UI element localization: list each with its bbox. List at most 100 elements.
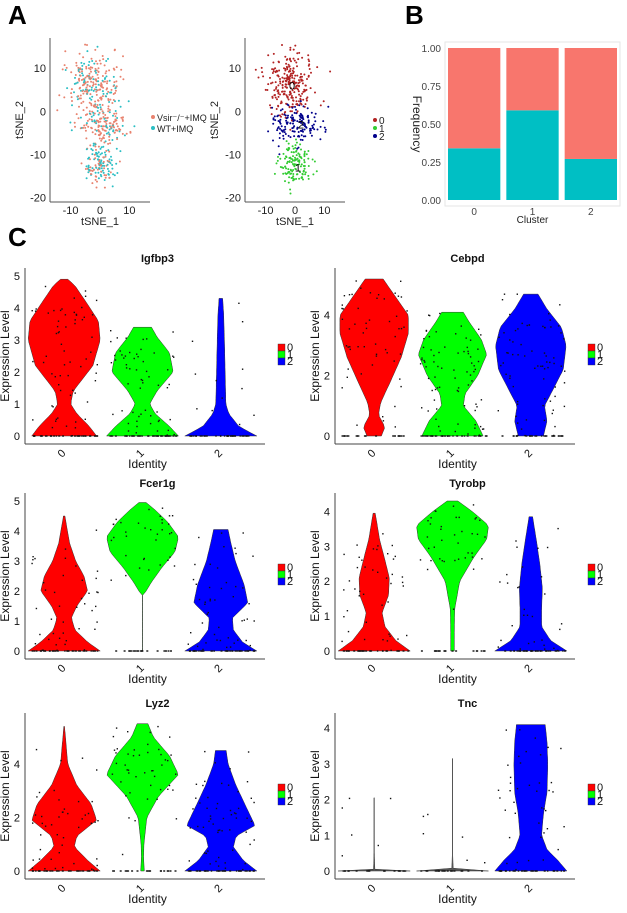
jitter-point bbox=[543, 435, 546, 437]
jitter-point bbox=[546, 546, 549, 549]
jitter-point bbox=[469, 356, 472, 358]
data-point bbox=[109, 122, 112, 125]
jitter-point bbox=[467, 350, 469, 353]
legend-swatch bbox=[587, 783, 596, 792]
data-point bbox=[107, 173, 110, 175]
jitter-point bbox=[365, 650, 368, 652]
jitter-point bbox=[525, 435, 528, 437]
data-point bbox=[85, 122, 88, 125]
y-tick-label: 1 bbox=[14, 616, 20, 628]
jitter-point bbox=[227, 784, 230, 786]
jitter-point bbox=[112, 735, 115, 738]
jitter-point bbox=[454, 430, 456, 433]
jitter-point bbox=[513, 801, 515, 803]
data-point bbox=[101, 90, 104, 93]
jitter-point bbox=[549, 650, 552, 652]
jitter-point bbox=[160, 435, 162, 437]
data-point bbox=[271, 72, 274, 74]
data-point bbox=[272, 61, 275, 64]
jitter-point bbox=[456, 435, 459, 437]
data-point bbox=[98, 167, 101, 170]
jitter-point bbox=[545, 355, 547, 357]
jitter-point bbox=[505, 729, 507, 731]
data-point bbox=[278, 61, 280, 64]
jitter-point bbox=[215, 807, 218, 810]
jitter-point bbox=[170, 754, 172, 756]
jitter-point bbox=[516, 787, 519, 790]
jitter-point bbox=[538, 782, 541, 784]
data-point bbox=[82, 126, 85, 129]
jitter-point bbox=[39, 848, 42, 851]
jitter-point bbox=[60, 343, 63, 345]
data-point bbox=[301, 79, 304, 82]
data-point bbox=[85, 65, 88, 68]
data-point bbox=[107, 142, 110, 145]
jitter-point bbox=[215, 435, 217, 437]
jitter-point bbox=[201, 650, 204, 652]
data-point bbox=[299, 112, 302, 115]
jitter-point bbox=[147, 751, 149, 754]
data-point bbox=[266, 89, 269, 91]
jitter-point bbox=[235, 812, 237, 815]
data-point bbox=[88, 72, 91, 75]
jitter-point bbox=[194, 373, 197, 375]
jitter-point bbox=[347, 435, 350, 437]
jitter-point bbox=[121, 853, 124, 856]
data-point bbox=[88, 118, 91, 121]
data-point bbox=[296, 157, 299, 160]
data-point bbox=[291, 103, 294, 106]
data-point bbox=[103, 78, 106, 80]
data-point bbox=[113, 174, 116, 177]
jitter-point bbox=[463, 405, 466, 407]
data-point bbox=[63, 96, 66, 99]
jitter-point bbox=[341, 807, 343, 809]
jitter-point bbox=[171, 515, 174, 517]
jitter-point bbox=[152, 770, 154, 772]
legend-label: 0 bbox=[287, 782, 293, 794]
jitter-point bbox=[531, 870, 533, 872]
jitter-point bbox=[536, 790, 538, 792]
data-point bbox=[292, 57, 295, 60]
jitter-point bbox=[237, 639, 239, 641]
jitter-point bbox=[91, 336, 93, 338]
data-point bbox=[94, 178, 97, 181]
data-point bbox=[109, 142, 112, 145]
jitter-point bbox=[366, 870, 369, 872]
data-point bbox=[284, 157, 286, 160]
data-point bbox=[279, 93, 281, 96]
data-point bbox=[107, 107, 110, 110]
data-point bbox=[297, 88, 299, 91]
data-point bbox=[77, 117, 80, 120]
bar-segment bbox=[448, 48, 501, 149]
data-point bbox=[104, 120, 107, 123]
data-point bbox=[316, 128, 319, 131]
jitter-point bbox=[147, 870, 150, 872]
jitter-point bbox=[162, 435, 164, 437]
jitter-point bbox=[35, 870, 37, 872]
jitter-point bbox=[38, 791, 41, 794]
jitter-point bbox=[32, 559, 34, 561]
data-point bbox=[79, 94, 82, 97]
data-point bbox=[108, 160, 111, 163]
jitter-point bbox=[45, 435, 48, 437]
jitter-point bbox=[167, 369, 169, 371]
data-point bbox=[282, 172, 285, 175]
y-tick-label: -10 bbox=[30, 150, 46, 162]
jitter-point bbox=[558, 435, 561, 437]
jitter-point bbox=[94, 435, 97, 437]
data-point bbox=[80, 79, 83, 81]
data-point bbox=[307, 150, 310, 152]
jitter-point bbox=[403, 870, 406, 872]
jitter-point bbox=[227, 637, 229, 639]
data-point bbox=[298, 163, 301, 166]
jitter-point bbox=[199, 650, 202, 652]
data-point bbox=[85, 137, 88, 140]
legend-swatch bbox=[373, 118, 377, 122]
data-point bbox=[311, 158, 314, 161]
jitter-point bbox=[41, 815, 43, 818]
data-point bbox=[89, 144, 92, 147]
jitter-point bbox=[237, 650, 239, 652]
jitter-point bbox=[246, 817, 248, 819]
data-point bbox=[280, 129, 283, 132]
jitter-point bbox=[53, 309, 55, 312]
